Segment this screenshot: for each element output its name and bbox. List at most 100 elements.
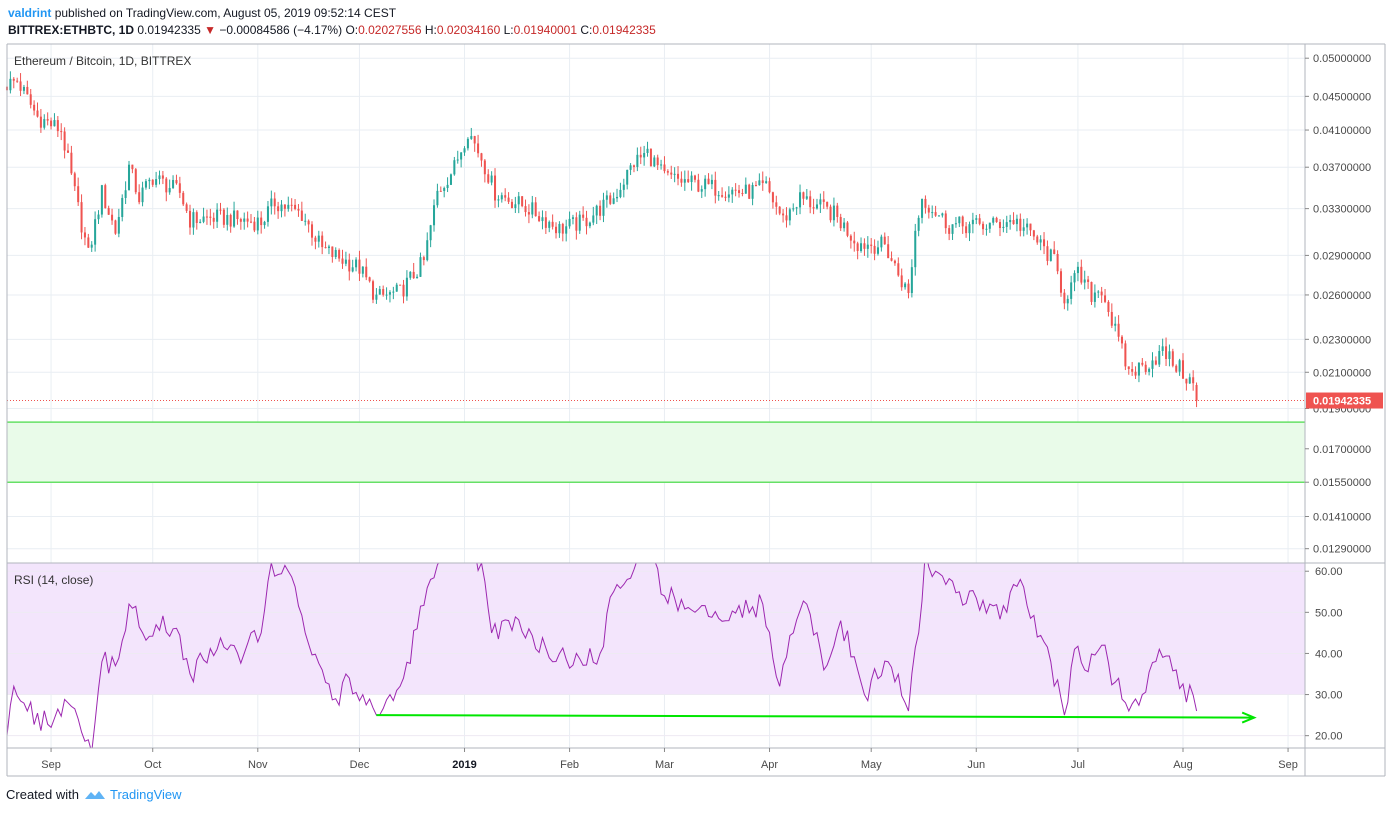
candle-body (456, 159, 459, 161)
candle-body (880, 236, 883, 248)
candle-body (83, 232, 86, 238)
candle-body (263, 221, 266, 226)
candle-body (609, 195, 612, 204)
candle-body (822, 199, 825, 202)
candle-body (927, 207, 930, 213)
candle-body (731, 189, 734, 195)
last-price-label: 0.01942335 (1313, 396, 1371, 408)
candle-body (527, 212, 530, 215)
candle-body (1127, 366, 1130, 370)
candle-body (1032, 230, 1035, 237)
candle-body (876, 247, 879, 254)
time-axis[interactable]: Sep Oct Nov Dec 2019 Feb Mar Apr May Jun Jul Aug Sep (41, 748, 1298, 771)
candle-body (710, 179, 713, 185)
author-link[interactable]: valdrint (8, 6, 52, 20)
candle-body (243, 218, 246, 222)
candle-body (124, 190, 127, 198)
candle-body (409, 271, 412, 278)
low-value: 0.01940001 (513, 23, 578, 37)
candle-body (714, 179, 717, 196)
candle-body (344, 259, 347, 264)
last-price-label-bg (1306, 392, 1383, 409)
candle-body (636, 154, 639, 167)
open-value: 0.02027556 (358, 23, 422, 37)
candle-body (1144, 364, 1147, 372)
tradingview-link[interactable]: TradingView (109, 787, 182, 802)
candle-body (382, 289, 385, 295)
price-tick-label: 0.01290000 (1313, 544, 1371, 556)
close-value: 0.01942335 (592, 23, 656, 37)
candle-body (355, 259, 358, 268)
candle-body (1100, 291, 1103, 296)
candle-body (812, 207, 815, 209)
candle-body (1137, 362, 1140, 376)
candle-body (724, 196, 727, 198)
candle-body (738, 190, 741, 194)
candle-body (249, 221, 253, 223)
candle-body (1012, 220, 1015, 225)
candle-body (948, 228, 951, 234)
candle-body (392, 291, 395, 293)
publish-info: published on TradingView.com, August 05,… (54, 6, 397, 20)
candle-body (426, 240, 429, 261)
candle-body (697, 179, 700, 192)
candle-body (439, 190, 442, 192)
candle-body (1192, 377, 1195, 384)
candle-body (419, 257, 422, 277)
candle-body (754, 185, 757, 187)
candle-body (944, 213, 947, 229)
candle-body (87, 237, 90, 248)
candle-body (1026, 223, 1029, 228)
price-tick-label: 0.02300000 (1313, 334, 1371, 346)
candle-body (815, 204, 818, 209)
candle-body (836, 205, 839, 217)
candle-body (1015, 218, 1018, 225)
candle-body (209, 216, 212, 218)
price-tick-label: 0.01410000 (1313, 511, 1371, 523)
rsi-axis[interactable]: 60.00 50.00 40.00 30.00 20.00 (1305, 566, 1343, 743)
candle-body (917, 217, 920, 231)
candle-body (280, 204, 283, 212)
candle-body (510, 201, 513, 208)
candle-body (338, 250, 341, 259)
candle-body (775, 202, 778, 207)
candle-body (77, 186, 80, 203)
candle-body (1131, 369, 1134, 372)
candle-body (690, 175, 693, 183)
candle-body (155, 179, 158, 185)
candle-body (324, 247, 327, 249)
candle-body (863, 243, 866, 249)
candle-body (700, 189, 703, 192)
candle-body (165, 178, 168, 193)
price-tick-label: 0.01550000 (1313, 477, 1371, 489)
price-axis[interactable]: 0.05000000 0.04500000 0.04100000 0.03700000… (1305, 53, 1383, 556)
candle-body (873, 245, 876, 254)
candle-body (365, 266, 368, 278)
candle-body (771, 192, 774, 203)
candle-body (161, 175, 164, 179)
open-label: O: (345, 23, 359, 37)
candle-body (507, 197, 510, 202)
candle-body (307, 220, 310, 225)
candle-body (212, 217, 215, 222)
candle-body (921, 198, 924, 218)
candle-body (663, 164, 666, 172)
candle-body (649, 148, 652, 167)
candle-body (677, 173, 680, 179)
candle-body (1049, 249, 1052, 261)
candle-body (887, 244, 890, 259)
candle-body (951, 224, 954, 234)
candle-body (412, 271, 415, 279)
candle-body (1168, 351, 1171, 360)
candle-body (741, 193, 744, 195)
candle-body (1087, 279, 1090, 282)
candle-body (351, 267, 354, 272)
candle-body (809, 196, 812, 208)
candle-body (66, 150, 70, 153)
candle-body (1022, 227, 1025, 231)
time-tick-label: Jun (967, 759, 985, 771)
candle-body (839, 216, 842, 229)
candle-body (1195, 384, 1198, 401)
candle-body (158, 175, 161, 180)
